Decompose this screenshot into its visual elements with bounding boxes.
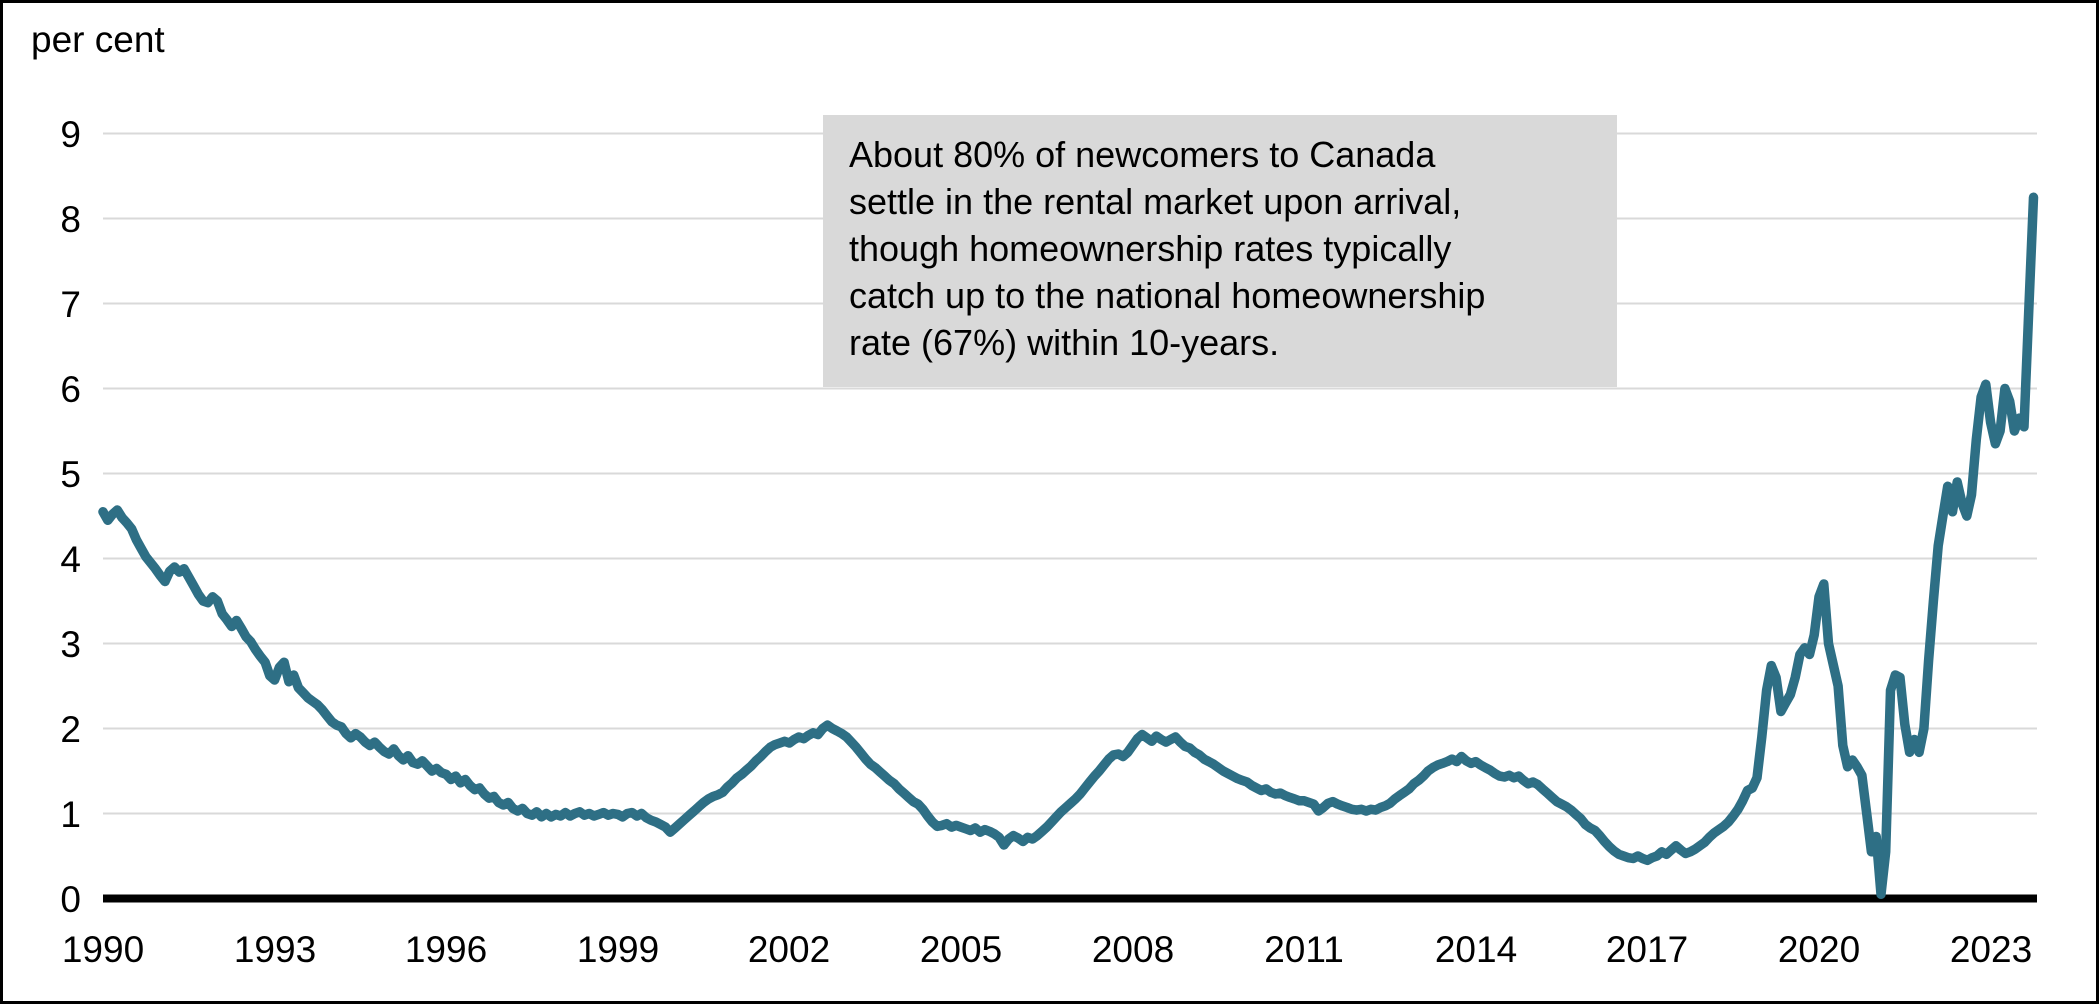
y-tick-label: 6 [60, 369, 81, 410]
y-tick-label: 8 [60, 199, 81, 240]
y-tick-label: 4 [60, 539, 81, 580]
y-tick-label: 0 [60, 879, 81, 920]
x-tick-label: 2005 [919, 929, 1003, 970]
x-tick-label: 1993 [233, 929, 317, 970]
x-tick-label: 2008 [1091, 929, 1175, 970]
y-tick-label: 1 [60, 794, 81, 835]
annotation-box: About 80% of newcomers to Canada settle … [823, 115, 1617, 387]
annotation-line: About 80% of newcomers to Canada [849, 134, 1436, 175]
x-tick-label: 2017 [1605, 929, 1689, 970]
annotation-line: rate (67%) within 10-years. [849, 322, 1280, 363]
annotation-line: though homeownership rates typically [849, 228, 1452, 269]
x-tick-label: 1999 [576, 929, 660, 970]
data-line [98, 192, 2039, 900]
y-tick-label: 9 [60, 114, 81, 155]
annotation-line: catch up to the national homeownership [849, 275, 1486, 316]
y-tick-label: 2 [60, 709, 81, 750]
annotation-line: settle in the rental market upon arrival… [849, 181, 1462, 222]
x-tick-label: 1996 [404, 929, 488, 970]
y-tick-label: 7 [60, 284, 81, 325]
x-tick-label: 2002 [747, 929, 831, 970]
x-tick-label: 2020 [1777, 929, 1861, 970]
x-tick-label: 1990 [61, 929, 145, 970]
x-tick-label: 2014 [1434, 929, 1518, 970]
y-tick-label: 3 [60, 624, 81, 665]
y-tick-label: 5 [60, 454, 81, 495]
y-axis-unit-label: per cent [31, 19, 165, 60]
x-tick-label: 2011 [1264, 929, 1344, 970]
line-chart-plot [98, 132, 2039, 903]
x-axis-line [103, 894, 2037, 903]
x-tick-label: 2023 [1949, 929, 2033, 970]
